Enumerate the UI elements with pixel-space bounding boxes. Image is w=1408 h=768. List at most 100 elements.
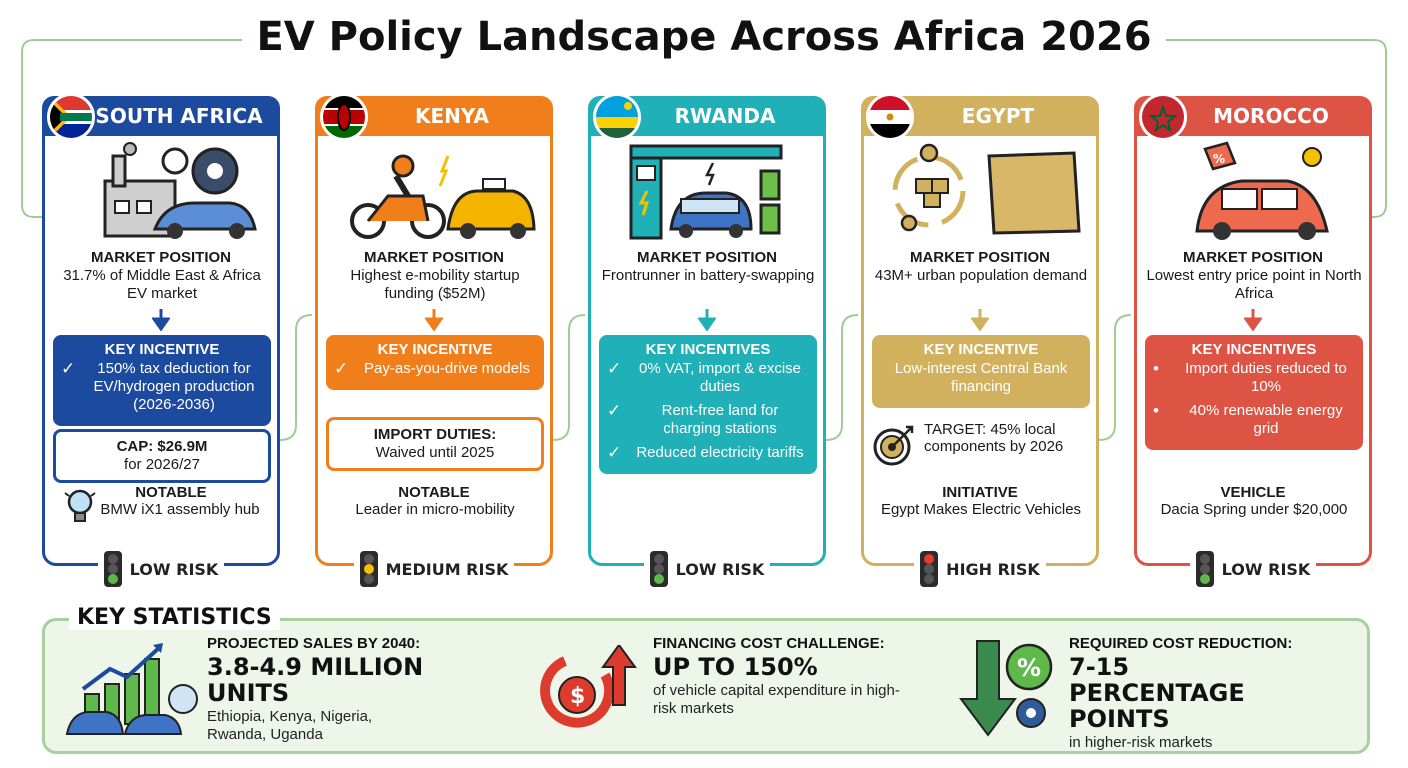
key-incentive-heading: KEY INCENTIVES bbox=[1191, 341, 1317, 358]
traffic-light-icon bbox=[359, 551, 378, 587]
market-position-text: 31.7% of Middle East & Africa EV market bbox=[63, 267, 261, 302]
arrow-down-icon bbox=[971, 309, 989, 331]
incentive-item: ✓ 150% tax deduction for EV/hydrogen pro… bbox=[61, 359, 255, 414]
svg-text:$: $ bbox=[570, 684, 585, 709]
stat-projected-sales: PROJECTED SALES BY 2040: 3.8-4.9 MILLION… bbox=[207, 635, 507, 744]
vehicle-heading: VEHICLE bbox=[1220, 484, 1286, 501]
risk-label: LOW RISK bbox=[129, 559, 219, 579]
country-name: MOROCCO bbox=[1213, 104, 1329, 128]
traffic-light-icon bbox=[649, 551, 668, 587]
key-statistics-title: KEY STATISTICS bbox=[69, 605, 280, 630]
key-statistics-panel: KEY STATISTICS PROJECTED SALES BY 2040: … bbox=[42, 605, 1370, 754]
incentive-item: ✓ Pay-as-you-drive models bbox=[334, 359, 530, 378]
cost-reduction-arrow-icon: % bbox=[959, 640, 1053, 737]
svg-text:%: % bbox=[1213, 152, 1225, 166]
market-position-text: Highest e-mobility startup funding ($52M… bbox=[350, 267, 520, 302]
risk-label: LOW RISK bbox=[675, 559, 765, 579]
notable-text: Leader in micro-mobility bbox=[355, 501, 515, 518]
import-duties-heading: IMPORT DUTIES: bbox=[373, 426, 497, 443]
stat-note: Ethiopia, Kenya, Nigeria, Rwanda, Uganda bbox=[207, 708, 373, 743]
notable-heading: NOTABLE bbox=[135, 484, 207, 501]
key-incentive-heading: KEY INCENTIVE bbox=[377, 341, 493, 358]
stat-value: 3.8-4.9 MILLION UNITS bbox=[207, 653, 424, 707]
initiative-heading: INITIATIVE bbox=[942, 484, 1018, 501]
arrow-down-icon bbox=[152, 309, 170, 331]
traffic-light-icon bbox=[103, 551, 122, 587]
target-text: TARGET: 45% local components by 2026 bbox=[924, 421, 1064, 455]
market-position-heading: MARKET POSITION bbox=[636, 249, 777, 266]
traffic-light-icon bbox=[1195, 551, 1214, 587]
import-duties-text: Waived until 2025 bbox=[375, 444, 495, 461]
country-card-south-africa: SOUTH AFRICA MARKET POSITION 31.7% of Mi… bbox=[42, 93, 280, 587]
key-incentive-heading: KEY INCENTIVES bbox=[645, 341, 771, 358]
country-name: KENYA bbox=[415, 104, 489, 128]
risk-indicator: LOW RISK bbox=[1137, 551, 1369, 587]
key-incentive-box: KEY INCENTIVE Low-interest Central Bank … bbox=[872, 335, 1090, 408]
market-position-heading: MARKET POSITION bbox=[909, 249, 1050, 266]
stat-note: in higher-risk markets bbox=[1069, 734, 1213, 751]
country-card-rwanda: RWANDA MARKET POSITION Frontrunner in ba… bbox=[588, 93, 826, 587]
key-incentives-box: KEY INCENTIVES • Import duties reduced t… bbox=[1145, 335, 1363, 450]
stat-note: of vehicle capital expenditure in high-r… bbox=[653, 682, 900, 717]
market-position-text: Lowest entry price point in North Africa bbox=[1146, 267, 1362, 302]
market-position-heading: MARKET POSITION bbox=[1182, 249, 1323, 266]
svg-text:%: % bbox=[1017, 654, 1041, 682]
bullet-icon: • bbox=[1153, 359, 1159, 378]
country-card-morocco: MOROCCO % MARKET POSITION Lowest entry p… bbox=[1134, 93, 1372, 587]
vehicle-text: Dacia Spring under $20,000 bbox=[1160, 501, 1348, 518]
check-circle-icon: ✓ bbox=[607, 401, 622, 420]
key-incentive-heading: KEY INCENTIVE bbox=[923, 341, 1039, 358]
cap-heading: CAP: $26.9M bbox=[116, 438, 208, 455]
page-title: EV Policy Landscape Across Africa 2026 bbox=[0, 14, 1408, 60]
stat-heading: PROJECTED SALES BY 2040: bbox=[207, 635, 421, 652]
kenya-flag-icon bbox=[320, 93, 368, 141]
dollar-cost-arrow-icon: $ bbox=[540, 645, 637, 728]
stat-value: 7-15 PERCENTAGE POINTS bbox=[1069, 653, 1245, 733]
growth-chart-cars-icon bbox=[65, 643, 198, 735]
country-card-egypt: EGYPT MARKET POSITION 43M+ urban populat… bbox=[861, 93, 1099, 587]
market-position-text: Frontrunner in battery-swapping bbox=[601, 267, 815, 284]
risk-label: LOW RISK bbox=[1221, 559, 1311, 579]
cap-box: CAP: $26.9M for 2026/27 bbox=[53, 429, 271, 483]
stat-financing-cost: FINANCING COST CHALLENGE: UP TO 150% of … bbox=[653, 635, 953, 718]
risk-indicator: LOW RISK bbox=[45, 551, 277, 587]
import-duties-box: IMPORT DUTIES: Waived until 2025 bbox=[326, 417, 544, 471]
incentive-item: • 40% renewable energy grid bbox=[1153, 401, 1343, 438]
stat-heading: REQUIRED COST REDUCTION: bbox=[1069, 635, 1293, 652]
risk-indicator: LOW RISK bbox=[591, 551, 823, 587]
lightbulb-icon bbox=[64, 489, 96, 522]
motorbike-taxi-icon bbox=[350, 154, 536, 239]
incentive-item: Low-interest Central Bank financing bbox=[894, 360, 1068, 395]
risk-label: MEDIUM RISK bbox=[385, 559, 509, 579]
car-price-tag-icon: % bbox=[1195, 141, 1329, 240]
market-position-heading: MARKET POSITION bbox=[90, 249, 231, 266]
incentive-item: ✓ 0% VAT, import & excise duties bbox=[607, 359, 801, 396]
target-icon bbox=[873, 425, 914, 466]
south-africa-flag-icon bbox=[47, 93, 95, 141]
country-name: SOUTH AFRICA bbox=[95, 104, 263, 128]
stat-cost-reduction: REQUIRED COST REDUCTION: 7-15 PERCENTAGE… bbox=[1069, 635, 1359, 752]
incentive-item: ✓ Reduced electricity tariffs bbox=[607, 443, 804, 462]
notable-text: BMW iX1 assembly hub bbox=[100, 501, 260, 518]
rwanda-flag-icon bbox=[593, 93, 641, 141]
morocco-flag-icon bbox=[1139, 93, 1187, 141]
country-name: RWANDA bbox=[674, 104, 776, 128]
stat-heading: FINANCING COST CHALLENGE: bbox=[653, 635, 885, 652]
risk-label: HIGH RISK bbox=[946, 559, 1040, 579]
incentive-item: • Import duties reduced to 10% bbox=[1153, 359, 1347, 396]
check-circle-icon: ✓ bbox=[334, 359, 349, 378]
bullet-icon: • bbox=[1153, 401, 1159, 420]
market-position-text: 43M+ urban population demand bbox=[874, 267, 1088, 284]
market-position-heading: MARKET POSITION bbox=[363, 249, 504, 266]
check-circle-icon: ✓ bbox=[607, 443, 622, 462]
key-incentive-heading: KEY INCENTIVE bbox=[104, 341, 220, 358]
egypt-flag-icon bbox=[866, 93, 914, 141]
arrow-down-icon bbox=[698, 309, 716, 331]
key-incentives-box: KEY INCENTIVES ✓ 0% VAT, import & excise… bbox=[599, 335, 817, 474]
incentive-item: ✓ Rent-free land for charging stations bbox=[607, 401, 779, 438]
key-incentive-box: KEY INCENTIVE ✓ 150% tax deduction for E… bbox=[53, 335, 271, 426]
check-circle-icon: ✓ bbox=[607, 359, 622, 378]
arrow-down-icon bbox=[425, 309, 443, 331]
country-name: EGYPT bbox=[961, 104, 1035, 128]
arrow-down-icon bbox=[1244, 309, 1262, 331]
